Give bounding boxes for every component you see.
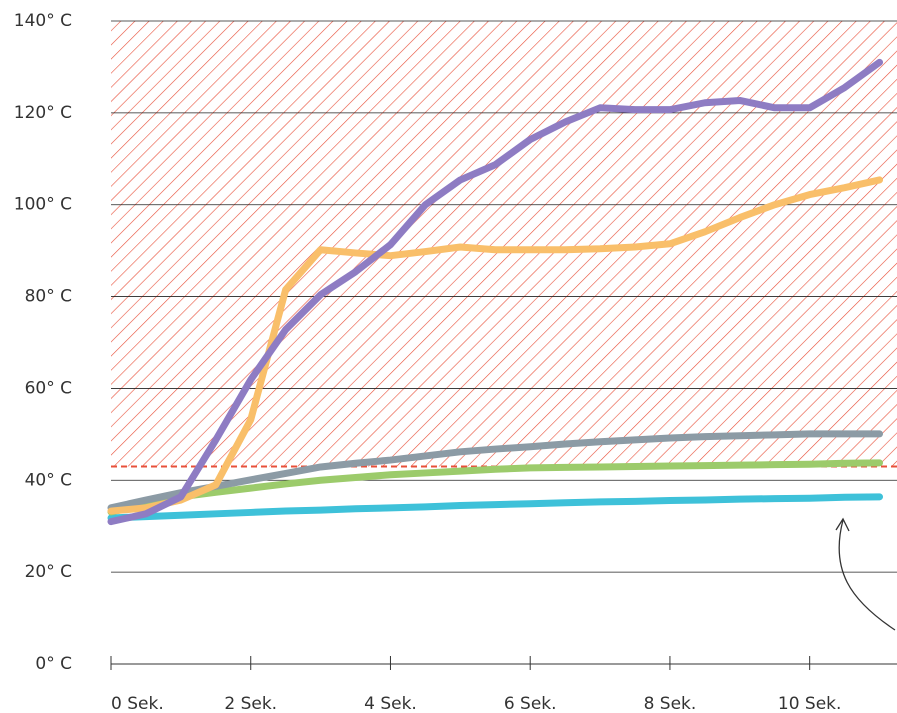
x-tick-label: 4 Sek. (364, 694, 417, 713)
y-tick-label: 40° C (25, 470, 72, 490)
y-tick-label: 80° C (25, 287, 72, 307)
y-tick-label: 0° C (35, 654, 72, 674)
x-tick-label: 6 Sek. (504, 694, 557, 713)
y-tick-label: 100° C (14, 195, 72, 215)
hot-zone (111, 21, 897, 467)
x-tick-label: 8 Sek. (644, 694, 697, 713)
x-tick-label: 2 Sek. (224, 694, 277, 713)
x-tick-label: 10 Sek. (778, 694, 842, 713)
series-line (107, 430, 884, 512)
arrow (838, 519, 896, 631)
y-tick-label: 120° C (14, 103, 72, 123)
series-line (107, 58, 884, 526)
y-tick-label: 20° C (25, 562, 72, 582)
series-line (107, 176, 884, 515)
y-tick-label: 60° C (25, 378, 72, 398)
x-tick-label: 0 Sek. (111, 694, 164, 713)
y-tick-label: 140° C (14, 11, 72, 31)
series-line (107, 459, 884, 516)
series-line (107, 493, 884, 522)
arrow-head (835, 517, 850, 532)
